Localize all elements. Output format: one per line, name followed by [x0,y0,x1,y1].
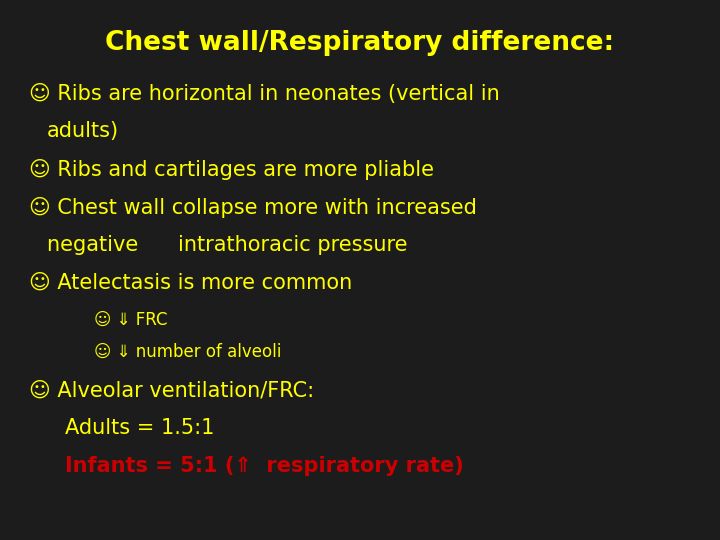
Text: ☺ Alveolar ventilation/FRC:: ☺ Alveolar ventilation/FRC: [29,381,314,401]
Text: Chest wall/Respiratory difference:: Chest wall/Respiratory difference: [105,30,615,56]
Text: adults): adults) [47,122,119,141]
Text: Infants = 5:1 (⇑  respiratory rate): Infants = 5:1 (⇑ respiratory rate) [65,456,464,476]
Text: ☺ Ribs and cartilages are more pliable: ☺ Ribs and cartilages are more pliable [29,159,433,180]
Text: ☺ Chest wall collapse more with increased: ☺ Chest wall collapse more with increase… [29,197,477,218]
Text: ☺ Atelectasis is more common: ☺ Atelectasis is more common [29,273,352,293]
Text: ☺ Ribs are horizontal in neonates (vertical in: ☺ Ribs are horizontal in neonates (verti… [29,84,500,104]
Text: negative      intrathoracic pressure: negative intrathoracic pressure [47,235,408,255]
Text: Adults = 1.5:1: Adults = 1.5:1 [65,418,214,438]
Text: ☺ ⇓ FRC: ☺ ⇓ FRC [94,310,167,328]
Text: ☺ ⇓ number of alveoli: ☺ ⇓ number of alveoli [94,343,281,361]
